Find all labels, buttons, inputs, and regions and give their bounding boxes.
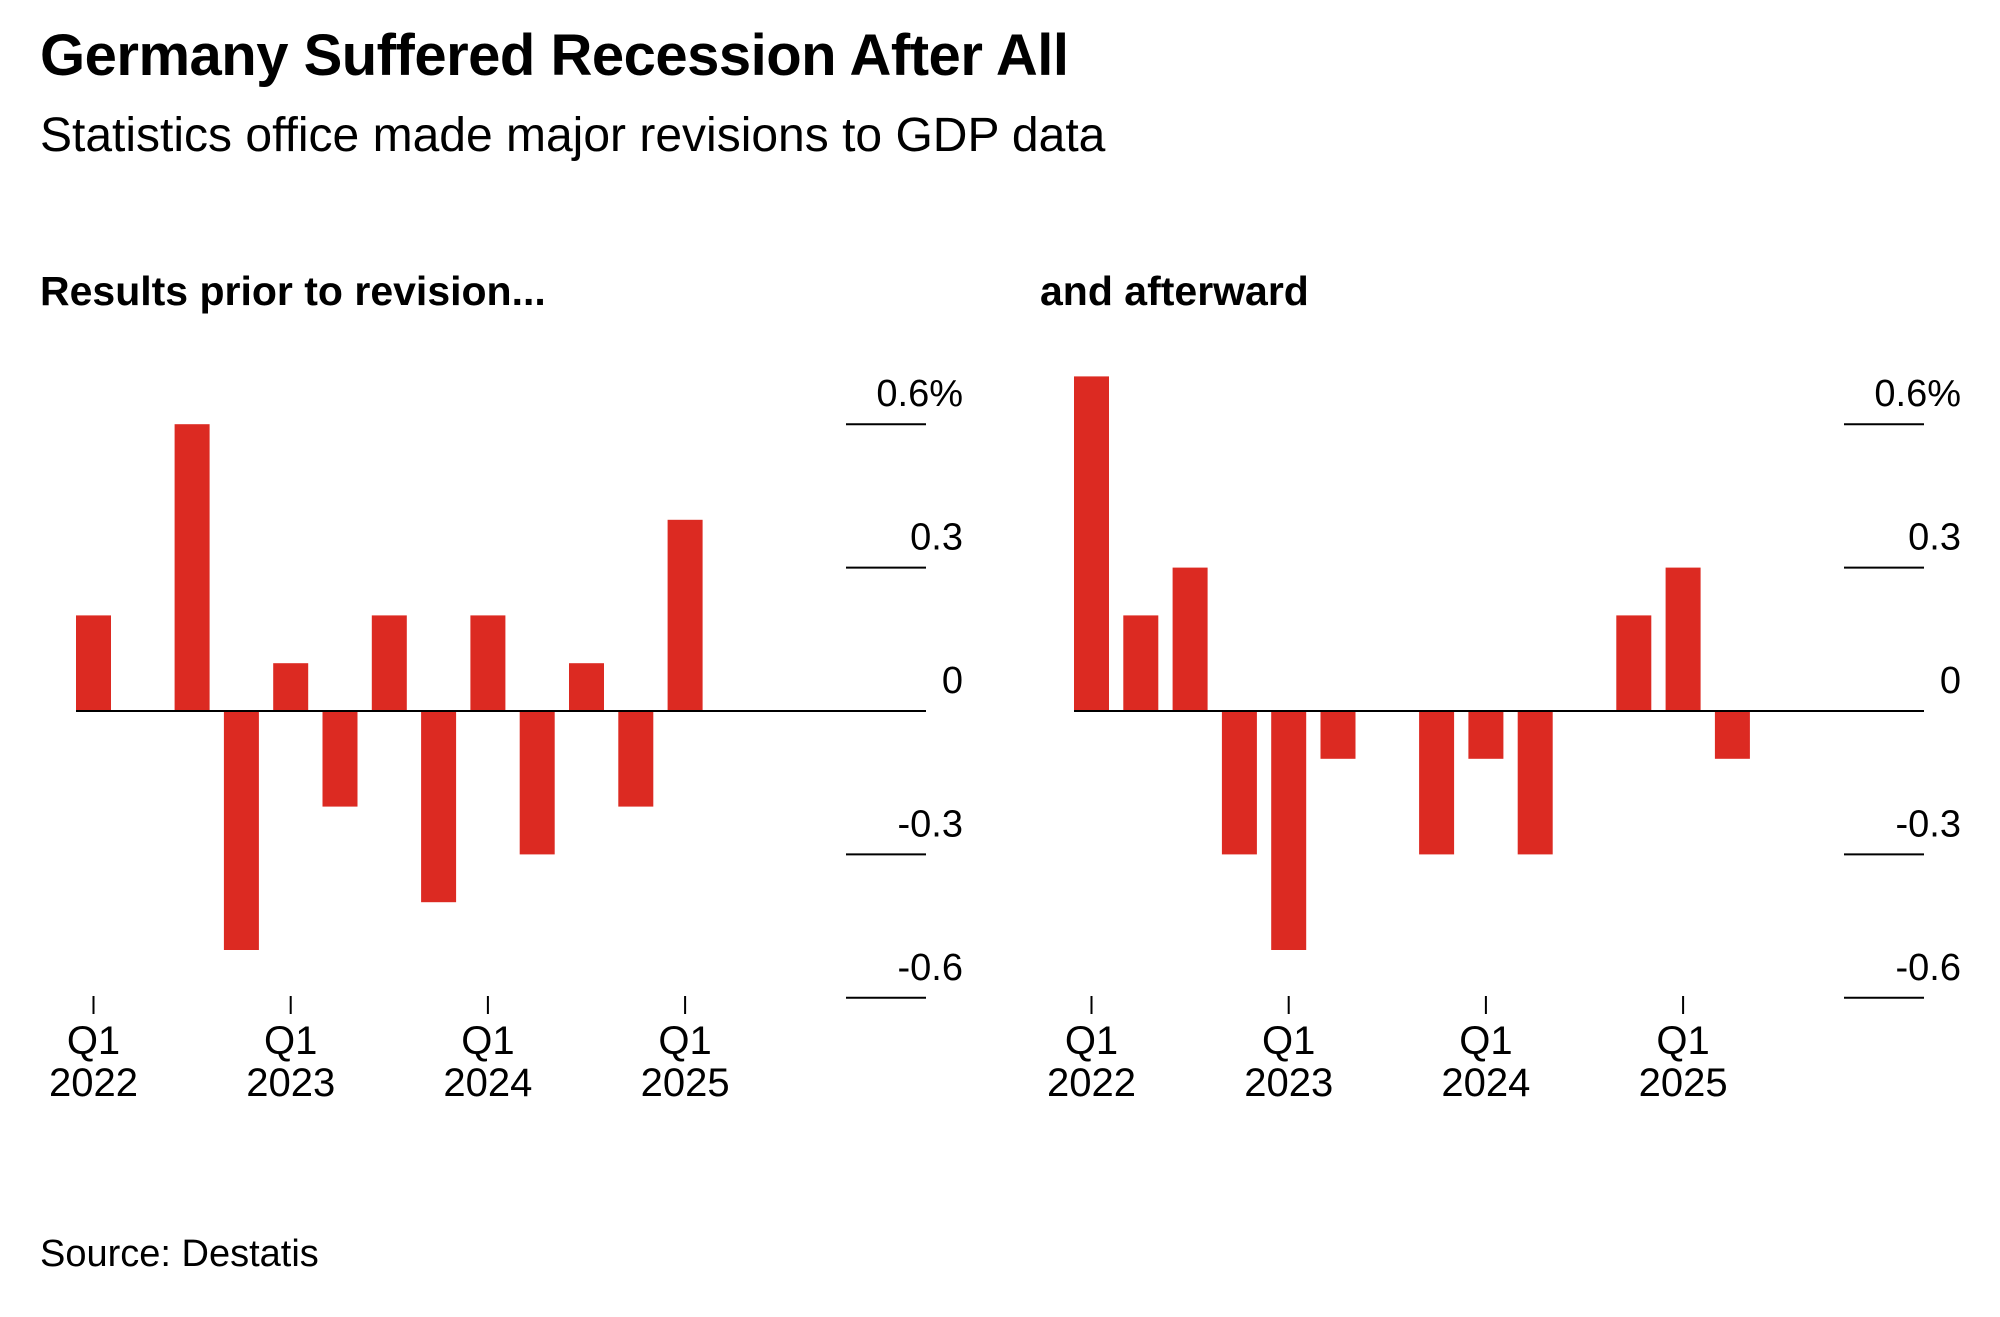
xtick-year-after-2: 2024 bbox=[1441, 1061, 1530, 1105]
bar-before-5 bbox=[322, 711, 358, 807]
chart-subtitle: Statistics office made major revisions t… bbox=[40, 109, 1106, 162]
panel-title-after: and afterward bbox=[1040, 268, 1309, 314]
xtick-year-before-3: 2025 bbox=[641, 1061, 730, 1105]
xtick-quarter-after-2: Q1 bbox=[1459, 1019, 1512, 1063]
bar-after-12 bbox=[1665, 567, 1701, 711]
xtick-year-before-1: 2023 bbox=[246, 1061, 335, 1105]
bar-before-8 bbox=[470, 615, 506, 711]
xtick-year-after-0: 2022 bbox=[1047, 1061, 1136, 1105]
xtick-quarter-before-0: Q1 bbox=[67, 1019, 120, 1063]
bar-after-1 bbox=[1123, 615, 1159, 711]
xtick-year-before-2: 2024 bbox=[443, 1061, 532, 1105]
bar-before-7 bbox=[421, 711, 457, 903]
chart-title: Germany Suffered Recession After All bbox=[40, 23, 1069, 88]
xtick-quarter-before-1: Q1 bbox=[264, 1019, 317, 1063]
bar-before-2 bbox=[174, 424, 210, 711]
bar-before-11 bbox=[618, 711, 654, 807]
bar-before-4 bbox=[273, 663, 309, 711]
xtick-quarter-after-1: Q1 bbox=[1262, 1019, 1315, 1063]
xtick-quarter-after-0: Q1 bbox=[1065, 1019, 1118, 1063]
bar-after-7 bbox=[1419, 711, 1455, 855]
xtick-year-after-1: 2023 bbox=[1244, 1061, 1333, 1105]
bar-before-9 bbox=[519, 711, 555, 855]
ytick-label-before-1: 0.3 bbox=[910, 517, 963, 559]
xtick-quarter-before-3: Q1 bbox=[658, 1019, 711, 1063]
source-note: Source: Destatis bbox=[40, 1233, 319, 1275]
ytick-label-after-1: 0.3 bbox=[1908, 517, 1961, 559]
bar-before-0 bbox=[76, 615, 111, 711]
bar-before-10 bbox=[569, 663, 604, 711]
bar-after-8 bbox=[1468, 711, 1504, 759]
ytick-label-after-3: -0.3 bbox=[1896, 803, 1961, 845]
bar-after-11 bbox=[1616, 615, 1652, 711]
ytick-label-before-0: 0.6% bbox=[876, 373, 963, 415]
ytick-label-before-2: 0 bbox=[942, 660, 963, 702]
ytick-label-after-0: 0.6% bbox=[1874, 373, 1961, 415]
bar-before-3 bbox=[223, 711, 259, 950]
bar-after-13 bbox=[1714, 711, 1750, 759]
xtick-quarter-after-3: Q1 bbox=[1656, 1019, 1709, 1063]
bar-before-6 bbox=[371, 615, 407, 711]
panel-title-before: Results prior to revision... bbox=[40, 268, 546, 314]
ytick-label-after-2: 0 bbox=[1940, 660, 1961, 702]
bar-after-2 bbox=[1172, 567, 1208, 711]
bar-after-9 bbox=[1517, 711, 1553, 855]
xtick-quarter-before-2: Q1 bbox=[461, 1019, 514, 1063]
xtick-year-before-0: 2022 bbox=[49, 1061, 138, 1105]
ytick-label-before-4: -0.6 bbox=[898, 947, 963, 989]
ytick-label-after-4: -0.6 bbox=[1896, 947, 1961, 989]
bar-after-3 bbox=[1221, 711, 1257, 855]
xtick-year-after-3: 2025 bbox=[1639, 1061, 1728, 1105]
bar-after-5 bbox=[1320, 711, 1356, 759]
ytick-label-before-3: -0.3 bbox=[898, 803, 963, 845]
bar-after-0 bbox=[1074, 376, 1109, 711]
bar-before-12 bbox=[667, 519, 703, 711]
bar-after-4 bbox=[1271, 711, 1307, 950]
